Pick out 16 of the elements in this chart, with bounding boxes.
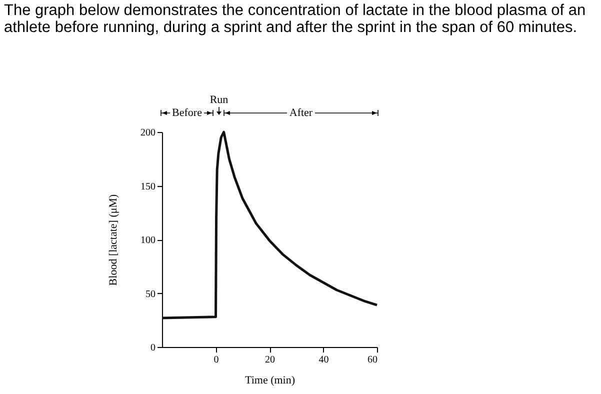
text: After [287,107,315,119]
line-series [160,130,378,320]
x-tick-label: 0 [214,354,219,366]
y-tick-label: 150 [140,181,156,192]
x-tick-label: 40 [318,354,329,366]
text: Before [170,107,204,119]
x-tick-label: 20 [265,354,275,366]
y-axis-title: Blood [lactate] (μM) [108,194,120,286]
x-tick-label: 60 [368,354,378,366]
y-tick-label: 100 [140,235,156,246]
y-tick-label: 200 [140,128,156,138]
y-tick-label: 0 [150,342,156,354]
chart-title: The graph below demonstrates the concentration of lactate in the blood plasma of an athlete before running, during a sprint and after the sprint in the span of 60 minutes. [3,1,587,38]
text: Run [208,94,230,106]
y-tick-label: 50 [146,288,156,300]
x-axis-title: Time (min) [244,374,296,386]
